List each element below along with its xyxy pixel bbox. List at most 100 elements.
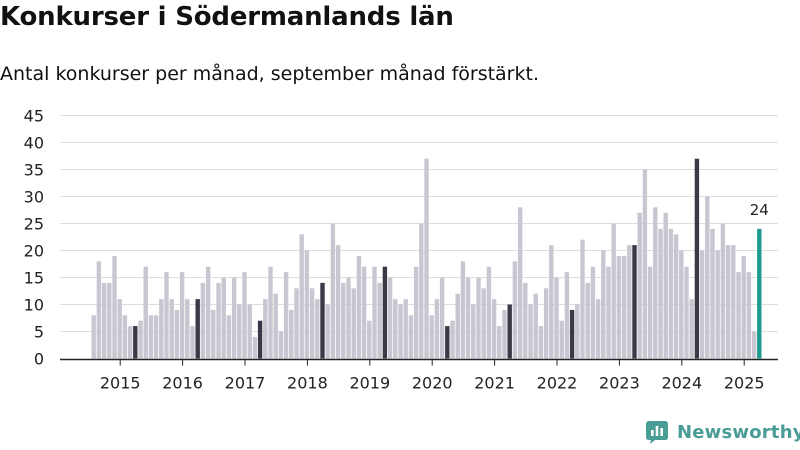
x-tick-label: 2023 (599, 374, 640, 393)
bar (684, 266, 689, 359)
bar (710, 228, 715, 359)
bar (205, 266, 211, 359)
bar (263, 299, 268, 359)
bar (731, 245, 736, 359)
bar-september (133, 326, 138, 359)
bar (460, 261, 466, 359)
bar (143, 266, 148, 359)
bar (330, 223, 336, 359)
bar (554, 277, 559, 359)
bar (647, 266, 653, 359)
bar-september (694, 158, 700, 359)
bar (564, 272, 570, 359)
data-label-latest: 24 (750, 201, 769, 219)
bar (627, 245, 632, 359)
bar (148, 315, 154, 359)
bar (211, 309, 216, 359)
x-tick-label: 2024 (661, 374, 702, 393)
bar (367, 320, 372, 359)
bar (273, 293, 278, 359)
bar (595, 299, 601, 359)
bar (528, 304, 533, 359)
bar (252, 336, 258, 359)
bar (231, 277, 237, 359)
y-tick-label: 35 (24, 161, 44, 180)
bar (127, 326, 133, 359)
bar (387, 277, 393, 359)
bar (606, 266, 611, 359)
bar (533, 293, 538, 359)
bar (741, 255, 746, 359)
bar (179, 272, 185, 359)
bar (398, 304, 403, 359)
bar (377, 282, 382, 359)
bar (637, 212, 642, 359)
bar (653, 207, 658, 359)
bar (673, 234, 679, 359)
bar (315, 299, 320, 359)
grid-layer (60, 115, 778, 332)
bar (356, 255, 362, 359)
bar-september (507, 304, 512, 359)
bar (642, 169, 648, 359)
bar (190, 326, 195, 359)
chart-title: Konkurser i Södermanlands län (0, 2, 454, 32)
bar (689, 299, 694, 359)
x-tick-label: 2019 (349, 374, 390, 393)
x-tick-label: 2020 (412, 374, 453, 393)
x-tick-label: 2025 (724, 374, 765, 393)
bar (538, 326, 544, 359)
bar (663, 212, 668, 359)
bar (419, 223, 424, 359)
bar (502, 309, 507, 359)
bar (413, 266, 419, 359)
bar (200, 282, 206, 359)
chart-subtitle: Antal konkurser per månad, september mån… (0, 63, 539, 85)
bar (481, 288, 486, 359)
bar (283, 272, 289, 359)
bar (736, 272, 741, 359)
bar (491, 299, 497, 359)
bar (325, 304, 330, 359)
bar (159, 299, 164, 359)
bar (497, 326, 502, 359)
bar (725, 245, 731, 359)
y-tick-label: 0 (34, 350, 44, 369)
bar (517, 207, 523, 359)
bar (242, 272, 247, 359)
y-tick-label: 40 (24, 134, 44, 153)
bar (543, 288, 549, 359)
y-tick-label: 45 (24, 107, 44, 126)
bar (226, 315, 232, 359)
bar (237, 304, 242, 359)
bar (450, 320, 455, 359)
bar (746, 272, 752, 359)
x-tick-label: 2018 (287, 374, 328, 393)
bar (96, 261, 102, 359)
bar (174, 309, 180, 359)
bar (335, 245, 341, 359)
bar (185, 299, 190, 359)
bar (278, 331, 284, 359)
newsworthy-logo[interactable]: Newsworthy (645, 420, 800, 444)
y-tick-label: 5 (34, 323, 44, 342)
y-tick-label: 15 (24, 269, 44, 288)
bar (705, 196, 710, 359)
bar (471, 304, 476, 359)
x-tick-label: 2021 (474, 374, 515, 393)
bar (372, 266, 377, 359)
bar-september (382, 266, 388, 359)
bar-september (569, 309, 575, 359)
bar (429, 315, 434, 359)
bar (351, 288, 356, 359)
bar (668, 228, 674, 359)
bar-latest (757, 228, 762, 359)
bar-layer (91, 158, 762, 359)
bar (221, 277, 226, 359)
bar (346, 277, 351, 359)
bar (715, 250, 720, 359)
bar-september (257, 320, 263, 359)
bar (523, 282, 528, 359)
